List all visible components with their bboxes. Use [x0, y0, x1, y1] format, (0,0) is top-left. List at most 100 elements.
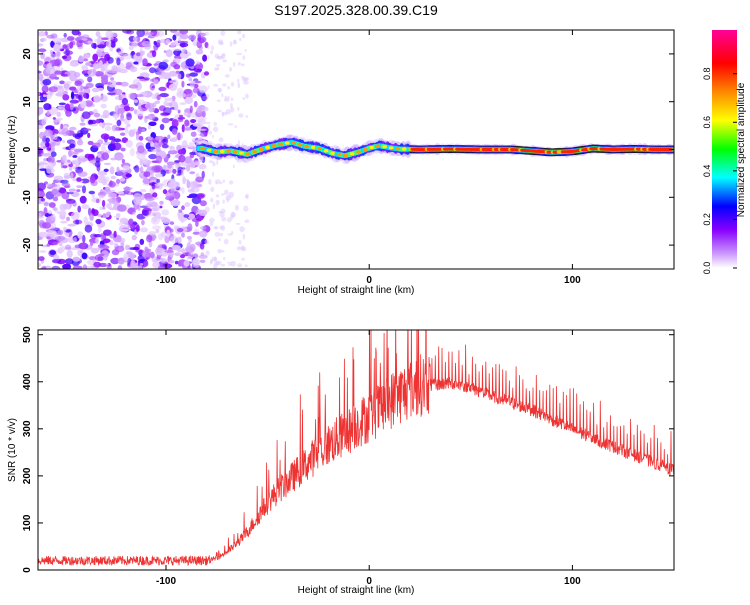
noise-blob [162, 138, 167, 142]
noise-blob [189, 152, 195, 159]
noise-blob [196, 194, 205, 199]
noise-blob [49, 91, 54, 96]
noise-blob [182, 176, 186, 185]
noise-blob [81, 111, 91, 119]
noise-blob [210, 50, 213, 55]
noise-blob [205, 250, 210, 256]
noise-blob [82, 86, 89, 90]
noise-blob [95, 31, 101, 37]
noise-blob [57, 247, 63, 254]
noise-blob [114, 245, 125, 253]
bottom-y-tick-label: 400 [22, 373, 33, 390]
noise-blob [204, 121, 211, 125]
noise-blob [87, 76, 93, 83]
noise-blob [237, 82, 241, 89]
noise-blob [198, 254, 208, 259]
noise-blob [159, 205, 163, 209]
noise-blob [198, 209, 208, 216]
noise-blob [173, 63, 181, 70]
noise-blob [99, 206, 104, 210]
noise-blob [53, 43, 60, 52]
noise-blob [168, 170, 172, 174]
noise-blob [68, 188, 77, 192]
noise-blob [156, 145, 161, 153]
ridge-peak [291, 141, 296, 145]
noise-blob [47, 155, 55, 164]
noise-blob [221, 216, 227, 222]
noise-blob [192, 160, 202, 163]
bottom-x-axis-label: Height of straight line (km) [298, 585, 415, 596]
noise-blob [116, 169, 127, 177]
noise-blob [128, 45, 134, 51]
noise-blob [221, 93, 224, 98]
noise-blob [213, 83, 219, 87]
top-y-tick-label: -20 [22, 237, 33, 252]
noise-blob [92, 142, 101, 148]
noise-blob [184, 202, 191, 207]
ridge-peak [401, 147, 407, 151]
noise-blob [82, 234, 86, 244]
noise-blob [199, 200, 207, 207]
noise-blob [43, 207, 48, 215]
noise-blob [245, 193, 249, 200]
ridge-peak [323, 149, 329, 153]
noise-blob [167, 180, 177, 189]
noise-blob [133, 99, 139, 103]
noise-blob [165, 39, 171, 44]
noise-blob [55, 119, 61, 123]
noise-blob [169, 221, 175, 225]
noise-blob [53, 175, 64, 181]
noise-blob [68, 166, 73, 171]
noise-blob [64, 258, 74, 265]
noise-blob [138, 259, 146, 263]
noise-blob [38, 73, 44, 82]
noise-blob [108, 70, 118, 74]
noise-blob [177, 249, 183, 253]
ridge-peak [258, 147, 264, 151]
noise-blob [59, 80, 65, 85]
noise-blob [93, 261, 102, 268]
noise-blob [154, 100, 161, 105]
noise-blob [98, 226, 102, 233]
noise-blob [81, 252, 88, 260]
noise-blob [80, 178, 90, 184]
noise-blob [201, 110, 206, 118]
noise-blob [74, 80, 82, 87]
noise-blob [120, 132, 126, 136]
noise-blob [199, 259, 206, 263]
noise-blob [95, 118, 100, 124]
noise-blob [209, 221, 214, 227]
noise-blob [203, 71, 210, 76]
noise-blob [103, 255, 108, 261]
noise-blob [125, 251, 133, 255]
colorbar [712, 30, 737, 268]
noise-blob [174, 104, 179, 111]
noise-blob [113, 215, 121, 219]
noise-blob [224, 189, 229, 195]
noise-blob [42, 222, 52, 229]
ridge-peak [278, 142, 283, 146]
noise-blob [220, 250, 225, 253]
noise-blob [170, 187, 175, 196]
noise-blob [169, 80, 173, 84]
noise-blob [142, 209, 149, 216]
noise-blob [223, 98, 230, 102]
noise-blob [172, 48, 182, 52]
noise-blob [132, 36, 138, 42]
noise-blob [155, 155, 163, 164]
noise-blob [53, 133, 58, 140]
noise-blob [108, 136, 116, 141]
noise-blob [142, 158, 148, 164]
noise-blob [212, 203, 216, 210]
noise-blob [184, 156, 192, 164]
noise-blob [187, 236, 192, 240]
noise-blob [225, 108, 232, 115]
noise-blob [161, 209, 170, 216]
noise-blob [153, 142, 159, 148]
bottom-y-tick-label: 500 [22, 326, 33, 343]
noise-blob [232, 62, 236, 67]
noise-blob [172, 168, 177, 174]
noise-blob [120, 177, 126, 182]
noise-blob [153, 79, 159, 85]
